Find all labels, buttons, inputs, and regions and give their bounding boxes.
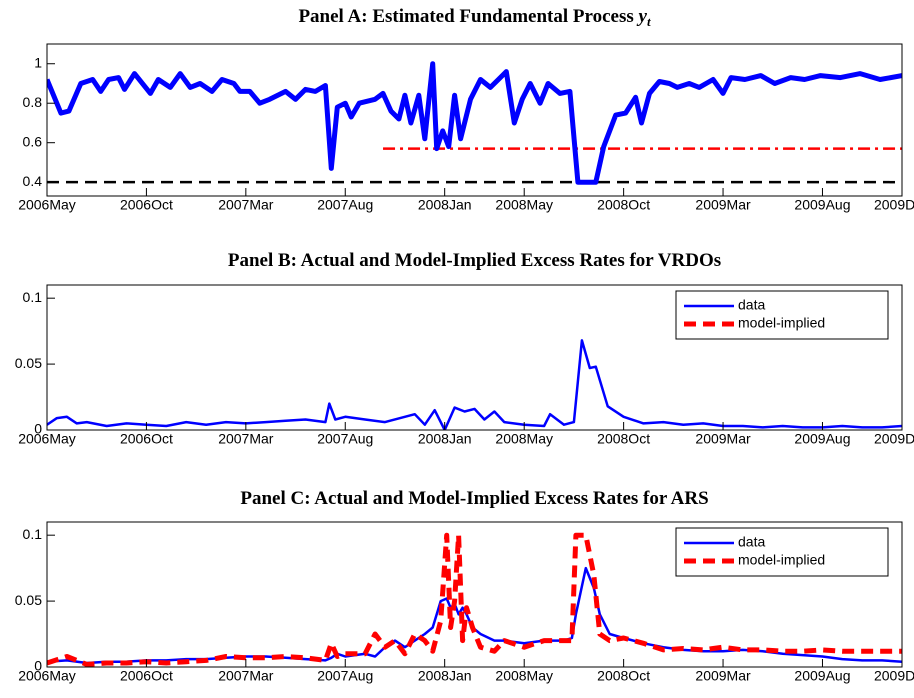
y-tick-label: 0.1 (23, 526, 43, 542)
x-tick-label: 2008Oct (597, 668, 650, 684)
line-series (47, 61, 902, 185)
y-tick-label: 0 (34, 658, 42, 674)
x-tick-label: 2009Aug (794, 668, 850, 684)
x-tick-label: 2009Mar (695, 431, 751, 447)
x-tick-label: 2007Mar (218, 431, 274, 447)
y-tick-label: 0.1 (23, 289, 43, 305)
title-text: Panel B: Actual and Model-Implied Excess… (228, 250, 721, 271)
chart-title: Panel C: Actual and Model-Implied Excess… (240, 488, 708, 509)
x-tick-label: 2008Jan (418, 431, 472, 447)
y-tick-label: 0.05 (15, 355, 42, 371)
legend-label: model-implied (738, 315, 825, 331)
axes-box (46, 521, 903, 668)
x-tick-label: 2008Oct (597, 431, 650, 447)
line-series (47, 532, 902, 667)
x-tick-label: 2006Oct (120, 197, 173, 213)
x-tick-label: 2007Aug (317, 431, 373, 447)
x-tick-label: 2008May (495, 431, 553, 447)
plot (47, 532, 902, 667)
x-tick-label: 2006Oct (120, 431, 173, 447)
x-tick-label: 2008Jan (418, 668, 472, 684)
x-tick-label: 2007Aug (317, 668, 373, 684)
title-text: Panel A: Estimated Fundamental Process (298, 6, 633, 27)
x-tick-label: 2009Dec (874, 197, 914, 213)
x-tick-label: 2009Dec (874, 668, 914, 684)
x-tick-label: 2006Oct (120, 668, 173, 684)
x-tick-label: 2008May (495, 197, 553, 213)
x-tick-label: 2007Mar (218, 197, 274, 213)
x-tick-label: 2008May (495, 668, 553, 684)
legend-label: model-implied (738, 552, 825, 568)
x-tick-label: 2008Oct (597, 197, 650, 213)
x-tick-label: 2009Aug (794, 197, 850, 213)
plot-area (47, 44, 902, 196)
legend-box (675, 527, 889, 577)
legend-label: data (738, 534, 765, 550)
title-symbol: y (637, 6, 648, 27)
x-tick-label: 2009Mar (695, 197, 751, 213)
title-subscript: t (647, 14, 651, 29)
x-tick-label: 2009Mar (695, 668, 751, 684)
x-tick-label: 2006May (18, 668, 76, 684)
y-tick-label: 0.6 (23, 133, 43, 149)
axes-box (46, 43, 903, 197)
x-tick-label: 2007Aug (317, 197, 373, 213)
legend-box (675, 290, 889, 340)
x-tick-label: 2007Mar (218, 668, 274, 684)
chart-title: Panel B: Actual and Model-Implied Excess… (228, 250, 721, 271)
chart-title: Panel A: Estimated Fundamental Process y… (298, 6, 651, 29)
x-tick-label: 2009Dec (874, 431, 914, 447)
plot (47, 339, 902, 430)
y-tick-label: 0.05 (15, 592, 42, 608)
title-text: Panel C: Actual and Model-Implied Excess… (240, 488, 708, 509)
x-tick-label: 2006May (18, 431, 76, 447)
y-tick-label: 0.4 (23, 173, 43, 189)
x-tick-label: 2008Jan (418, 197, 472, 213)
axes-box (46, 284, 903, 431)
plot (47, 61, 902, 185)
y-tick-label: 0.8 (23, 94, 43, 110)
y-tick-label: 1 (34, 54, 42, 70)
legend-label: data (738, 297, 765, 313)
x-tick-label: 2009Aug (794, 431, 850, 447)
x-tick-label: 2006May (18, 197, 76, 213)
line-series (47, 339, 902, 430)
y-tick-label: 0 (34, 421, 42, 437)
